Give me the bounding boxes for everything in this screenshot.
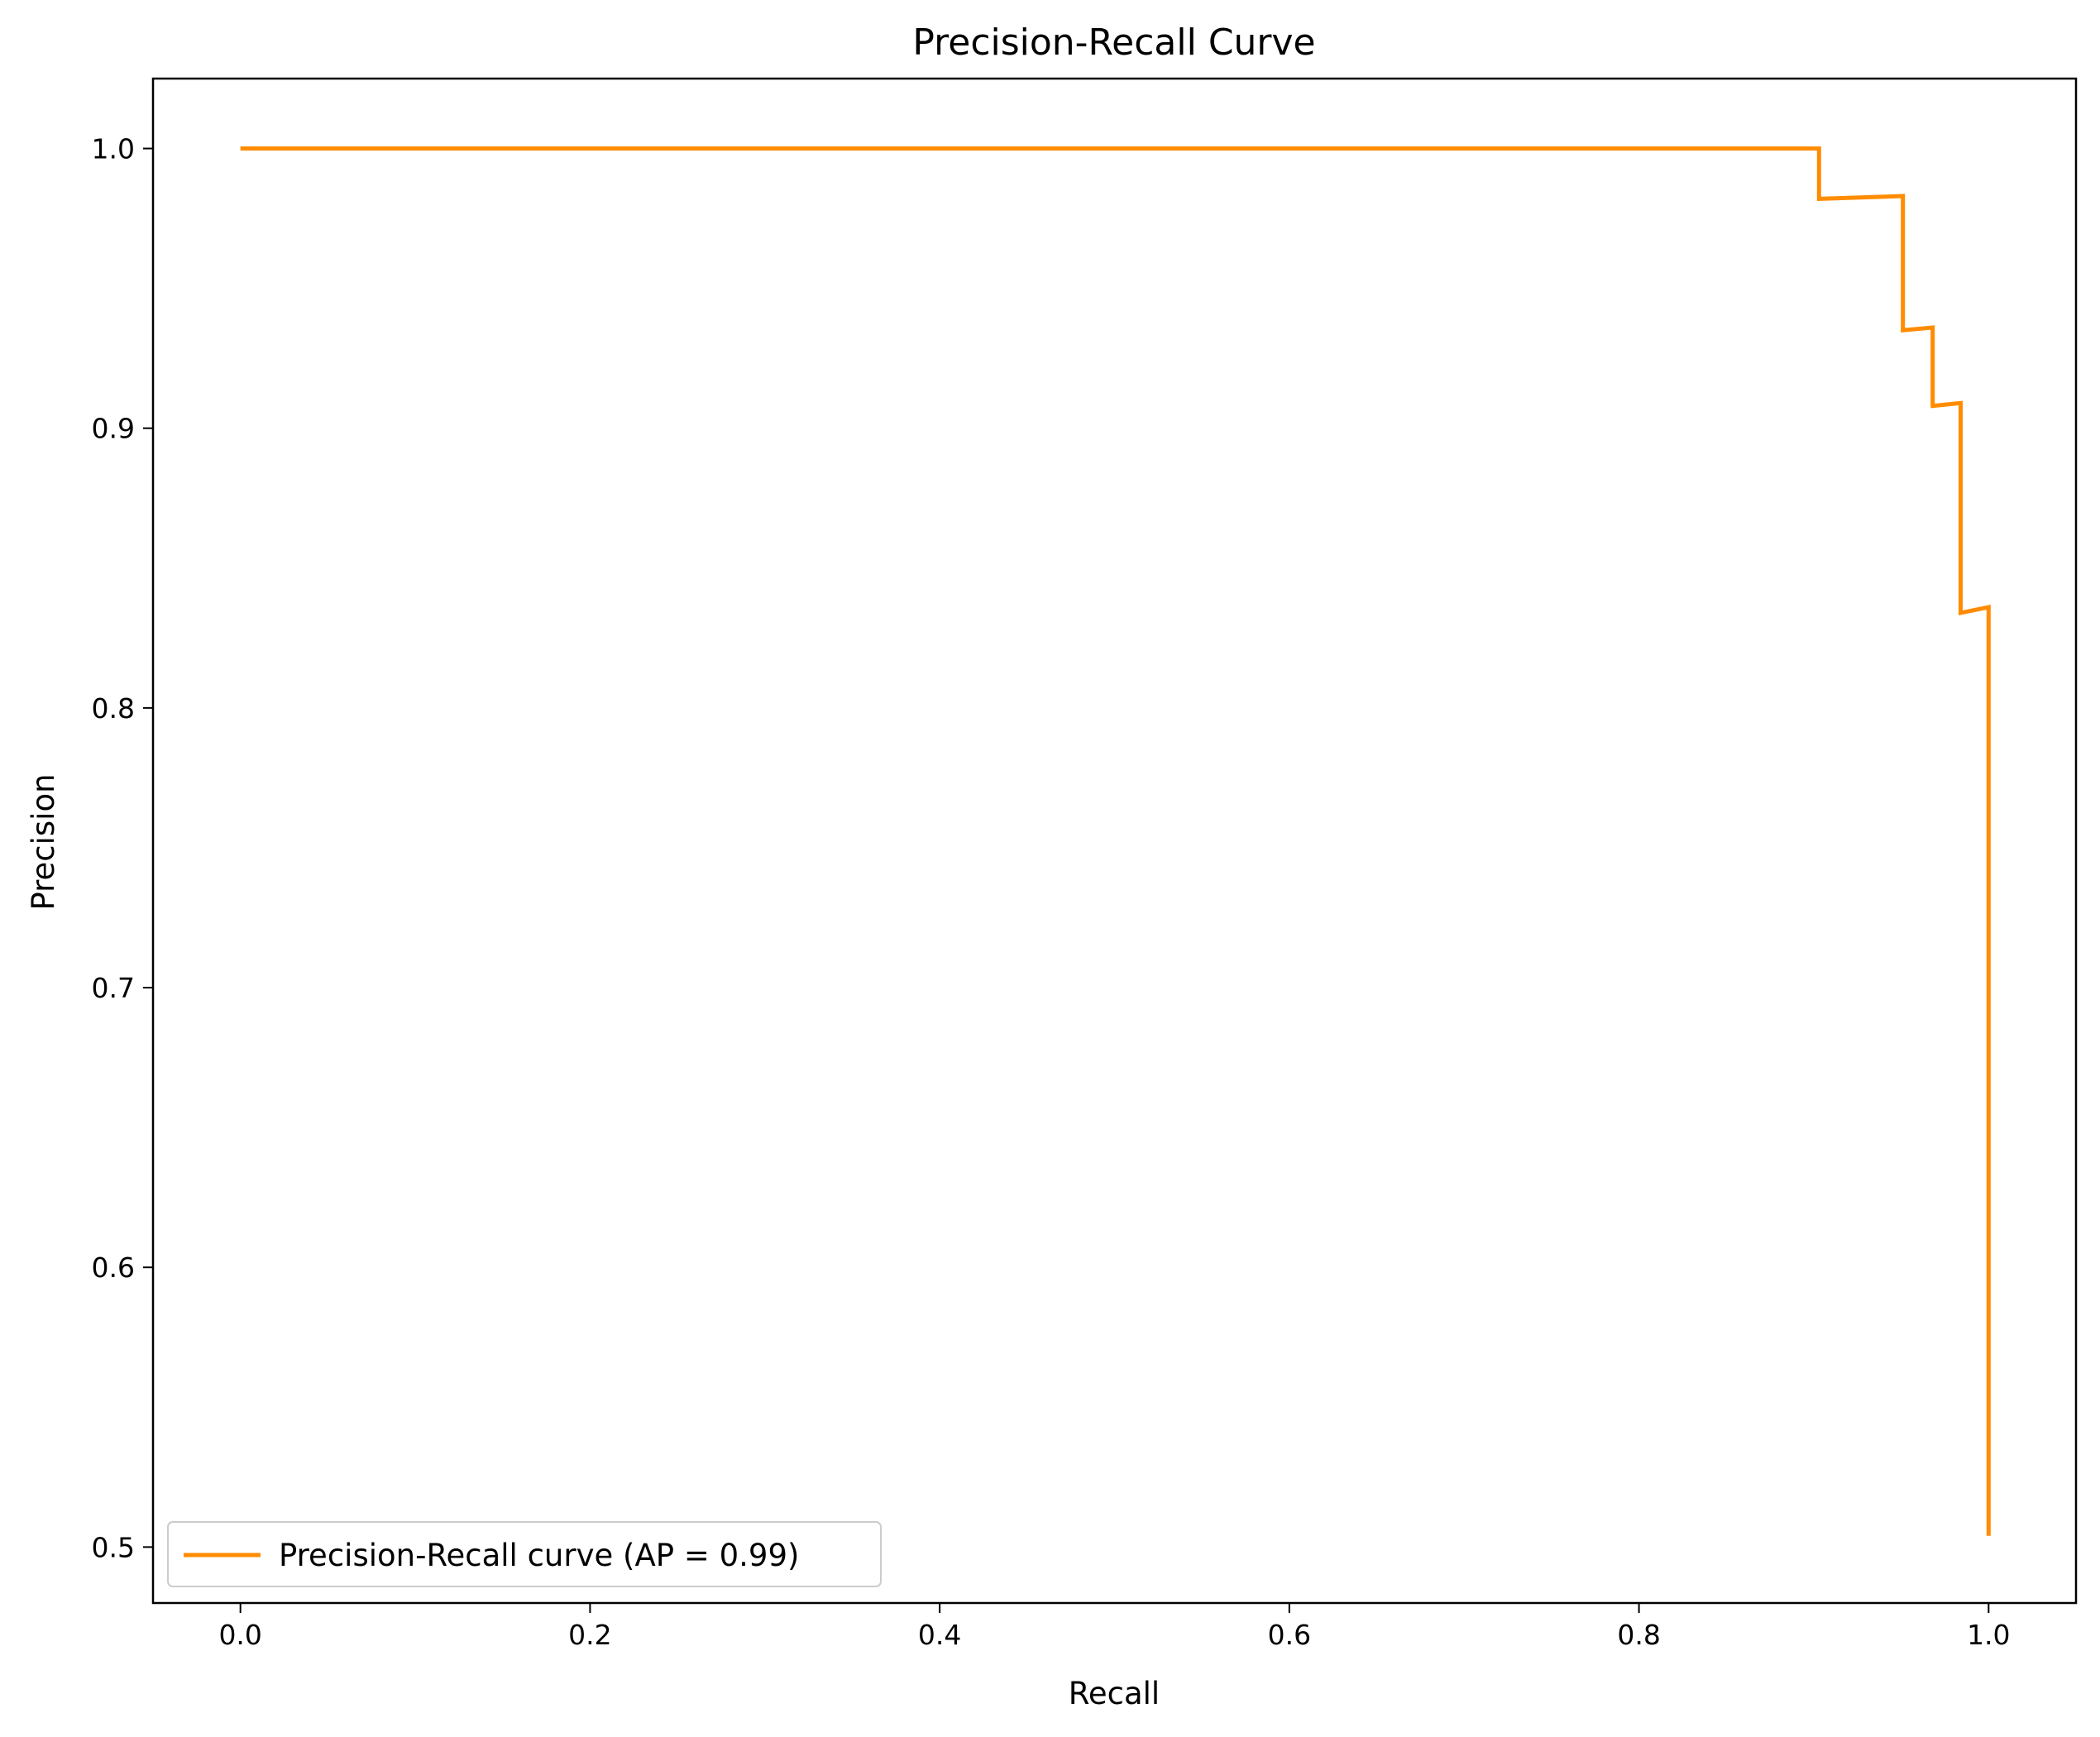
series-line (240, 146, 1991, 1536)
y-axis-ticks: 0.5 0.6 0.7 0.8 0.9 1.0 (92, 133, 153, 1563)
series-layer (240, 146, 1991, 1536)
x-tick-label: 0.8 (1617, 1619, 1660, 1651)
x-tick-label: 0.0 (218, 1619, 261, 1651)
x-axis-ticks: 0.0 0.2 0.4 0.6 0.8 1.0 (218, 1603, 2011, 1651)
x-tick-label: 0.2 (568, 1619, 611, 1651)
y-tick-label: 0.9 (92, 413, 135, 445)
plot-area (153, 79, 2076, 1603)
x-tick-label: 1.0 (1967, 1619, 2010, 1651)
y-tick-label: 0.5 (92, 1531, 135, 1563)
x-tick-label: 0.6 (1268, 1619, 1311, 1651)
y-tick-label: 0.6 (92, 1251, 135, 1284)
chart-title: Precision-Recall Curve (912, 22, 1315, 64)
x-axis-label: Recall (1069, 1676, 1160, 1711)
plot-frame (151, 77, 2078, 1605)
x-tick-label: 0.4 (918, 1619, 961, 1651)
y-tick-label: 1.0 (92, 133, 135, 165)
y-axis-label: Precision (26, 773, 61, 910)
legend-label: Precision-Recall curve (AP = 0.99) (279, 1538, 799, 1573)
legend-box (167, 1521, 882, 1587)
legend: Precision-Recall curve (AP = 0.99) (167, 1521, 882, 1587)
y-tick-label: 0.7 (92, 972, 135, 1004)
y-tick-label: 0.8 (92, 692, 135, 725)
